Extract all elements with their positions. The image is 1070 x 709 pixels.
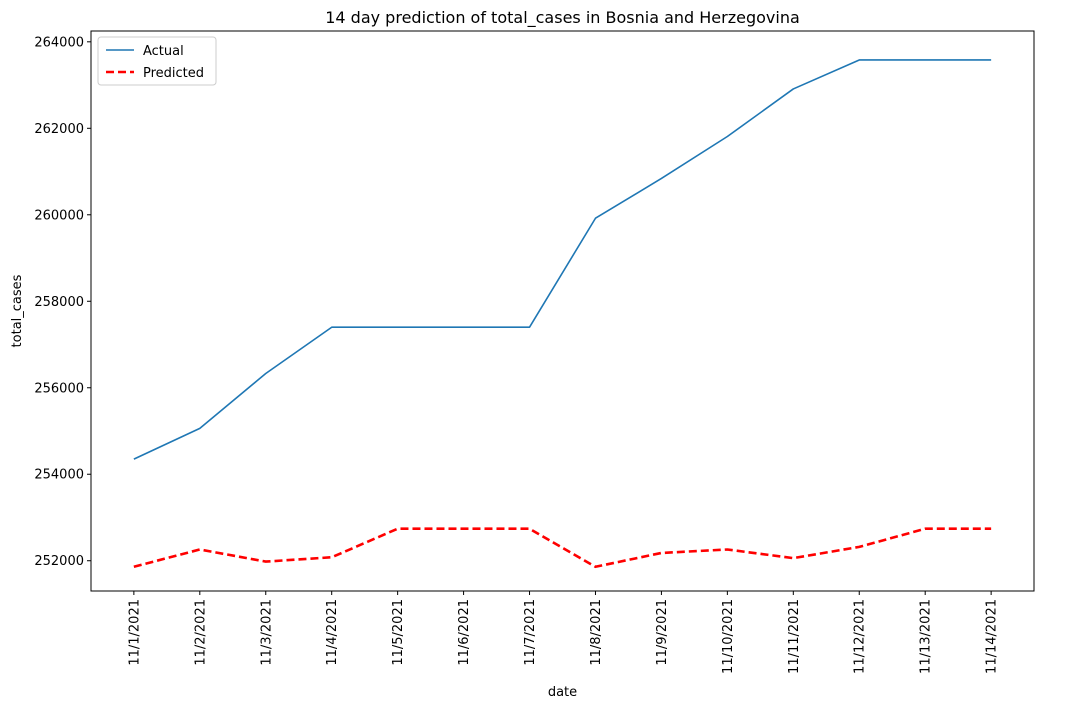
x-tick-label: 11/10/2021 [721,599,736,674]
x-tick-label: 11/12/2021 [853,599,868,674]
x-tick-label: 11/2/2021 [193,599,208,666]
x-tick-label: 11/5/2021 [391,599,406,666]
x-axis: 11/1/2021 11/2/2021 11/3/2021 11/4/2021 11/5… [127,591,1000,674]
x-tick-label: 11/4/2021 [325,599,340,666]
series-layer [133,59,992,569]
x-tick-label: 11/8/2021 [589,599,604,666]
y-tick-label: 264000 [34,35,84,50]
y-axis-label: total_cases [10,274,25,347]
y-tick-label: 262000 [34,122,84,137]
y-tick-label: 258000 [34,295,84,310]
x-tick-label: 11/3/2021 [259,599,274,666]
x-tick-label: 11/1/2021 [127,599,142,666]
legend: Actual Predicted [97,36,217,86]
chart-title: 14 day prediction of total_cases in Bosn… [325,8,800,28]
legend-label-predicted: Predicted [143,66,204,81]
y-axis: 252000 254000 256000 258000 260000 262000 2640… [34,35,91,569]
x-tick-label: 11/14/2021 [985,599,1000,674]
x-tick-label: 11/11/2021 [787,599,802,674]
y-tick-label: 260000 [34,208,84,223]
legend-box [97,36,217,86]
plot-area [90,30,1035,592]
x-tick-label: 11/6/2021 [457,599,472,666]
y-tick-label: 252000 [34,554,84,569]
series-line-actual [133,59,992,460]
x-tick-label: 11/9/2021 [655,599,670,666]
series-line-predicted [133,527,992,569]
y-tick-label: 254000 [34,468,84,483]
x-tick-label: 11/13/2021 [919,599,934,674]
legend-label-actual: Actual [143,44,184,59]
x-axis-label: date [548,685,577,700]
x-tick-label: 11/7/2021 [523,599,538,666]
y-tick-label: 256000 [34,381,84,396]
